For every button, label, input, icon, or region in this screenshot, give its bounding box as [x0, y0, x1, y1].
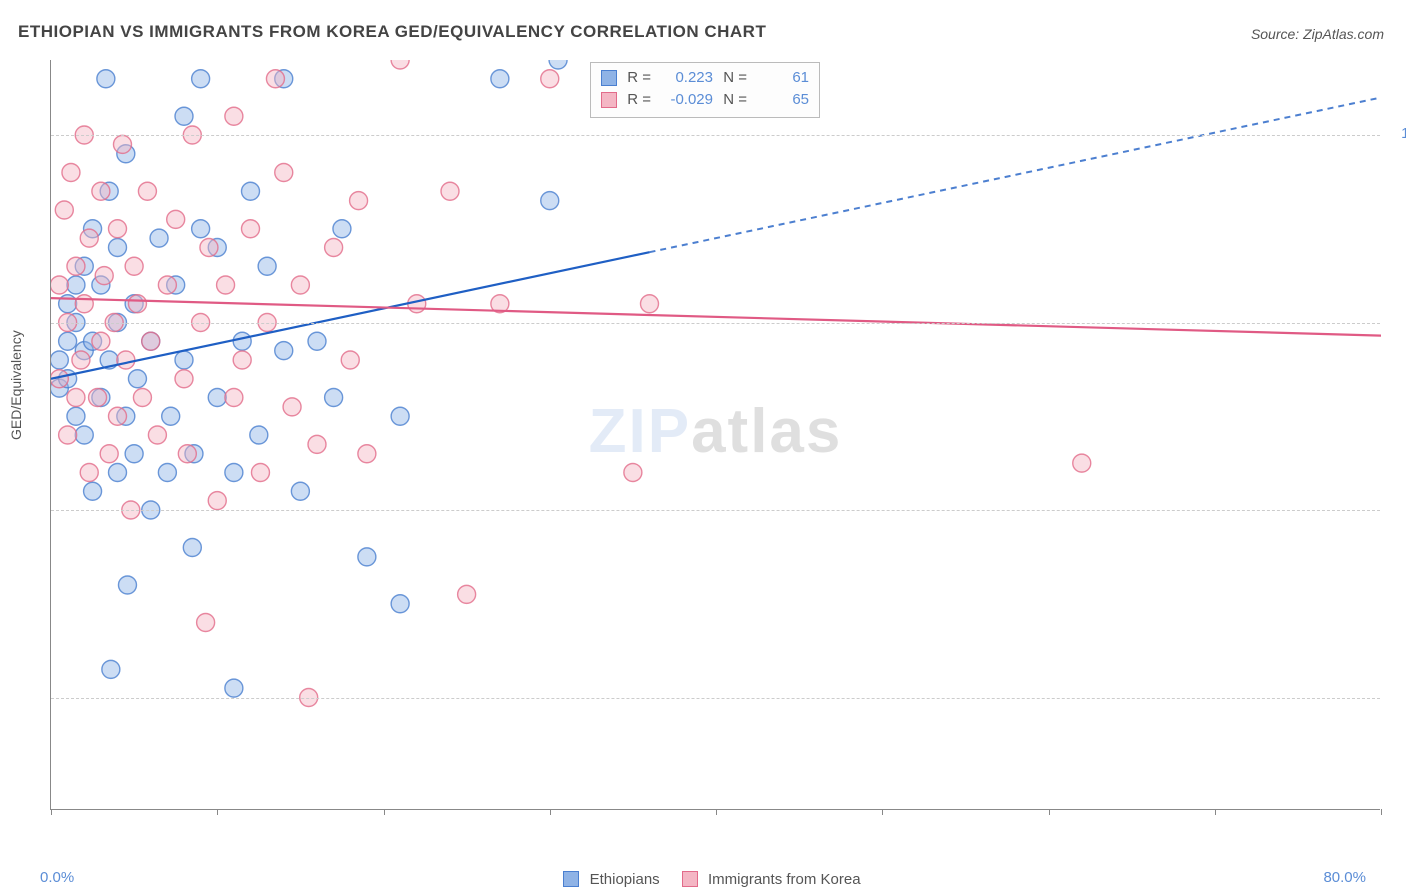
y-tick-label: 100.0% [1401, 125, 1406, 142]
chart-title: ETHIOPIAN VS IMMIGRANTS FROM KOREA GED/E… [18, 22, 766, 42]
legend-label-ethiopians: Ethiopians [590, 871, 660, 888]
y-axis-label: GED/Equivalency [8, 330, 24, 440]
plot-area: ZIPatlas 70.0%80.0%90.0%100.0% [50, 60, 1380, 810]
corr-n-value: 65 [753, 89, 809, 111]
legend-label-korea: Immigrants from Korea [708, 871, 861, 888]
corr-swatch [601, 70, 617, 86]
corr-n-label: N = [719, 67, 747, 89]
corr-r-value: 0.223 [657, 67, 713, 89]
corr-r-label: R = [623, 67, 651, 89]
source-attribution: Source: ZipAtlas.com [1251, 26, 1384, 42]
corr-r-label: R = [623, 89, 651, 111]
legend-swatch-korea [682, 871, 698, 887]
corr-r-value: -0.029 [657, 89, 713, 111]
corr-n-label: N = [719, 89, 747, 111]
legend-swatch-ethiopians [563, 871, 579, 887]
corr-swatch [601, 92, 617, 108]
series-legend: Ethiopians Immigrants from Korea [0, 871, 1406, 888]
correlation-legend: R = 0.223 N = 61 R = -0.029 N = 65 [590, 62, 820, 118]
corr-n-value: 61 [753, 67, 809, 89]
